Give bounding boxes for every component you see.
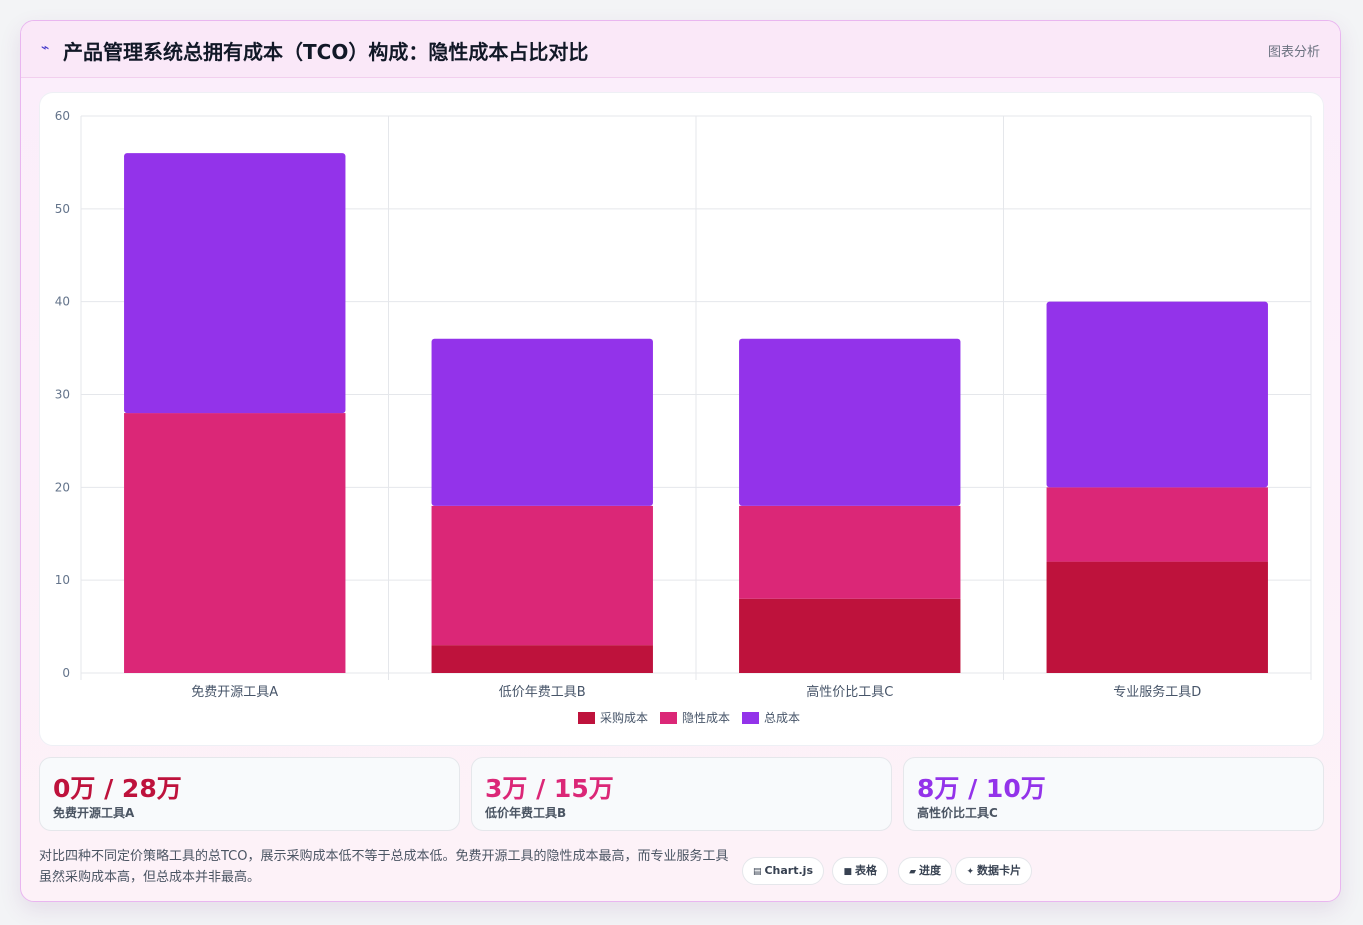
- tag-label: 表格: [855, 864, 877, 877]
- data-card-icon: ✦: [966, 867, 974, 877]
- y-tick-label: 60: [55, 109, 70, 123]
- x-tick-label: 高性价比工具C: [806, 684, 893, 700]
- y-tick-label: 30: [55, 388, 70, 402]
- legend-label: 总成本: [764, 711, 800, 725]
- x-tick-label: 免费开源工具A: [191, 685, 278, 700]
- legend-label: 隐性成本: [682, 711, 730, 725]
- bar-segment: [1046, 301, 1268, 488]
- stat-cards: 0万 / 28万 免费开源工具A 3万 / 15万 低价年费工具B 8万 / 1…: [39, 757, 1324, 831]
- stat-card-c: 8万 / 10万 高性价比工具C: [903, 757, 1324, 831]
- stat-label: 低价年费工具B: [485, 806, 567, 820]
- table-icon: ■: [843, 867, 852, 877]
- bar-segment: [431, 505, 653, 646]
- legend-label: 采购成本: [600, 710, 648, 725]
- stat-label: 免费开源工具A: [53, 806, 135, 820]
- stat-card-b: 3万 / 15万 低价年费工具B: [471, 757, 892, 831]
- legend-swatch: [660, 712, 677, 724]
- tag-table[interactable]: ■ 表格: [832, 857, 888, 885]
- bar-segment: [124, 153, 346, 414]
- tag-label: 进度: [919, 864, 941, 877]
- bar-segment: [431, 338, 653, 506]
- y-tick-label: 10: [55, 573, 70, 587]
- card-header: ⌁ 产品管理系统总拥有成本（TCO）构成：隐性成本占比对比 图表分析: [21, 21, 1340, 78]
- tag-progress[interactable]: ▰ 进度: [898, 857, 952, 885]
- page-title: 产品管理系统总拥有成本（TCO）构成：隐性成本占比对比: [63, 40, 589, 64]
- stat-value: 3万 / 15万: [485, 774, 614, 803]
- tag-label: Chart.js: [764, 864, 813, 877]
- progress-icon: ▰: [909, 867, 916, 877]
- bar-segment: [1046, 487, 1268, 562]
- legend-swatch: [742, 712, 759, 724]
- chart-icon: ▤: [752, 867, 762, 877]
- x-tick-label: 专业服务工具D: [1113, 684, 1201, 700]
- bar-segment: [739, 598, 961, 673]
- chart-analysis-link[interactable]: 图表分析: [1267, 45, 1320, 60]
- stacked-bar-chart: 0 10 20 30 40 50 60 免费开源工具A 低价年费工具B 高性价比工具C 专业服务工具…: [55, 109, 1312, 725]
- y-tick-label: 0: [62, 666, 70, 680]
- tag-data-card[interactable]: ✦ 数据卡片: [955, 857, 1032, 885]
- y-tick-label: 50: [55, 202, 70, 216]
- stat-value: 0万 / 28万: [53, 774, 182, 803]
- tag-label: 数据卡片: [977, 864, 1021, 877]
- legend-swatch: [578, 712, 595, 724]
- stat-label: 高性价比工具C: [917, 806, 998, 820]
- y-tick-label: 20: [55, 480, 70, 494]
- stat-value: 8万 / 10万: [917, 774, 1046, 803]
- stat-card-a: 0万 / 28万 免费开源工具A: [39, 757, 460, 831]
- tag-chartjs[interactable]: ▤ Chart.js: [741, 857, 824, 885]
- bar-segment: [431, 645, 653, 673]
- chart-panel: 0 10 20 30 40 50 60 免费开源工具A 低价年费工具B 高性价比工具C 专业服务工具…: [39, 92, 1324, 746]
- chart-card: ⌁ 产品管理系统总拥有成本（TCO）构成：隐性成本占比对比 图表分析 0 10 20…: [20, 20, 1341, 902]
- chart-description: 对比四种不同定价策略工具的总TCO，展示采购成本低不等于总成本低。免费开源工具的…: [39, 849, 729, 885]
- x-tick-label: 低价年费工具B: [499, 685, 586, 700]
- y-tick-label: 40: [55, 295, 70, 309]
- bar-segment: [739, 338, 961, 506]
- bar-segment: [739, 505, 961, 599]
- trend-icon: ⌁: [41, 40, 50, 56]
- bar-segment: [124, 413, 346, 673]
- bar-segment: [1046, 561, 1268, 673]
